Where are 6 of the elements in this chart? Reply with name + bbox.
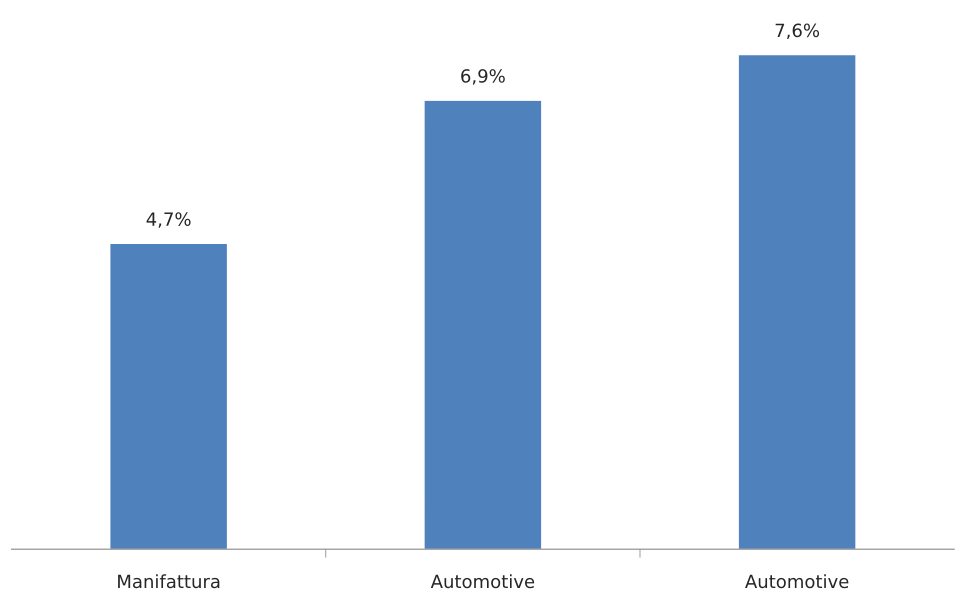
x-tick-label: Automotive [430,574,534,588]
data-label: 7,6% [776,24,820,40]
x-tick-label: Manifattura [118,574,220,588]
data-label: 6,9% [461,69,505,85]
data-label: 4,7% [146,212,191,228]
x-tick-label: Automotive [745,574,848,588]
